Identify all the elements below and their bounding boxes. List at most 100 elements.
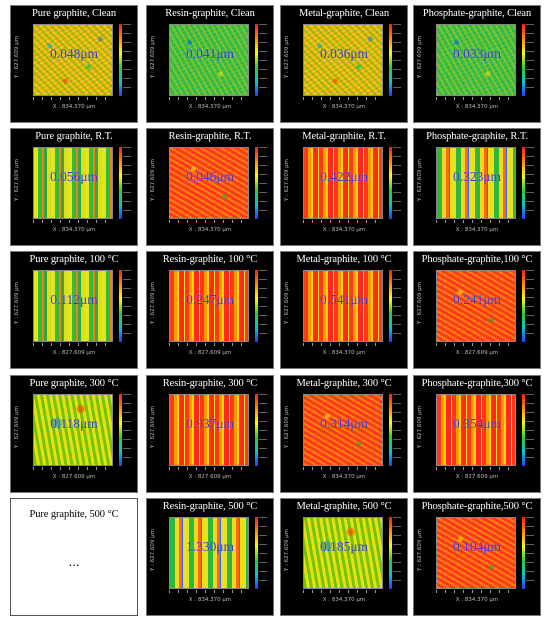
surface-map <box>303 517 383 589</box>
panel-title: Resin-graphite, 300 °C <box>162 378 258 389</box>
surface-map <box>169 270 249 342</box>
color-scale-bar <box>522 270 525 342</box>
color-scale-ticks <box>393 270 401 342</box>
x-axis-label: X : 834.370 μm <box>322 597 366 603</box>
color-scale-bar <box>255 394 258 466</box>
color-scale-bar <box>255 270 258 342</box>
roughness-value: 0.314μm <box>319 416 369 431</box>
x-axis-label: X : 834.370 μm <box>455 104 499 110</box>
color-scale-ticks <box>393 147 401 219</box>
panel-title: Metal-graphite, 500 °C <box>296 501 392 512</box>
x-axis-ticks <box>169 343 249 346</box>
x-axis-ticks <box>303 467 383 470</box>
color-scale-ticks <box>123 394 131 466</box>
panel-resin-rt: Resin-graphite, R.T. Y : 627.609 μm X : … <box>146 128 274 246</box>
roughness-value: 0.241μm <box>452 292 502 307</box>
x-axis-label: X : 834.370 μm <box>322 227 366 233</box>
color-scale-ticks <box>526 147 534 219</box>
panel-title: Resin-graphite, 500 °C <box>162 501 258 512</box>
surface-map <box>33 147 113 219</box>
x-axis-ticks <box>436 97 516 100</box>
color-scale-ticks <box>526 394 534 466</box>
panel-title: Pure graphite, R.T. <box>35 131 113 142</box>
color-scale-ticks <box>526 517 534 589</box>
panel-title: Metal-graphite, 100 °C <box>296 254 392 265</box>
roughness-value: 0.323μm <box>452 169 502 184</box>
panel-title: Resin-graphite, 100 °C <box>162 254 258 265</box>
panel-metal-clean: Metal-graphite, Clean Y : 627.609 μm X :… <box>280 5 408 123</box>
panel-resin-300: Resin-graphite, 300 °C Y : 627.609 μm X … <box>146 375 274 493</box>
panel-title: Phosphate-graphite,500 °C <box>421 501 533 512</box>
color-scale-ticks <box>259 24 267 96</box>
panel-resin-clean: Resin-graphite, Clean Y : 627.609 μm X :… <box>146 5 274 123</box>
panel-phosphate-500: Phosphate-graphite,500 °C Y : 627.609 μm… <box>413 498 541 616</box>
panel-title: Pure graphite, 500 °C <box>29 509 119 520</box>
x-axis-ticks <box>303 343 383 346</box>
roughness-value: 0.046μm <box>185 169 235 184</box>
x-axis-label: X : 834.370 μm <box>322 474 366 480</box>
x-axis-ticks <box>436 220 516 223</box>
color-scale-bar <box>119 270 122 342</box>
x-axis-label: X : 834.370 μm <box>188 227 232 233</box>
color-scale-ticks <box>393 394 401 466</box>
x-axis-ticks <box>33 343 113 346</box>
x-axis-label: X : 827.609 μm <box>52 350 96 356</box>
panel-phosphate-300: Phosphate-graphite,300 °C Y : 627.609 μm… <box>413 375 541 493</box>
color-scale-ticks <box>259 394 267 466</box>
panel-resin-100: Resin-graphite, 100 °C Y : 627.609 μm X … <box>146 251 274 369</box>
surface-map <box>303 394 383 466</box>
x-axis-ticks <box>436 467 516 470</box>
panel-title: Phosphate-graphite, R.T. <box>426 131 528 142</box>
x-axis-ticks <box>436 590 516 593</box>
x-axis-label: X : 834.370 μm <box>188 104 232 110</box>
x-axis-ticks <box>303 220 383 223</box>
roughness-value: 0.104μm <box>452 539 502 554</box>
roughness-value: 0.112μm <box>50 292 98 307</box>
color-scale-bar <box>255 147 258 219</box>
surface-map <box>33 394 113 466</box>
color-scale-bar <box>389 147 392 219</box>
color-scale-bar <box>119 394 122 466</box>
panel-metal-300: Metal-graphite, 300 °C Y : 627.609 μm X … <box>280 375 408 493</box>
panel-title: Metal-graphite, Clean <box>298 8 390 19</box>
roughness-value: 0.937μm <box>185 416 235 431</box>
panel-phosphate-rt: Phosphate-graphite, R.T. Y : 627.609 μm … <box>413 128 541 246</box>
x-axis-ticks <box>169 97 249 100</box>
surface-map <box>436 147 516 219</box>
panel-pure-300: Pure graphite, 300 °C Y : 627.609 μm X :… <box>10 375 138 493</box>
color-scale-bar <box>119 147 122 219</box>
x-axis-ticks <box>169 590 249 593</box>
roughness-value: 0.036μm <box>319 46 369 61</box>
x-axis-label: X : 834.370 μm <box>455 227 499 233</box>
x-axis-ticks <box>169 220 249 223</box>
panel-title: Metal-graphite, R.T. <box>302 131 386 142</box>
color-scale-bar <box>389 270 392 342</box>
panel-resin-500: Resin-graphite, 500 °C Y : 627.609 μm X … <box>146 498 274 616</box>
x-axis-ticks <box>33 467 113 470</box>
panel-title: Phosphate-graphite,300 °C <box>421 378 533 389</box>
panel-pure-rt: Pure graphite, R.T. Y : 627.609 μm X : 8… <box>10 128 138 246</box>
roughness-value: 0.247μm <box>185 292 235 307</box>
x-axis-ticks <box>436 343 516 346</box>
surface-map <box>436 517 516 589</box>
roughness-value: 0.422μm <box>319 169 369 184</box>
surface-map <box>436 394 516 466</box>
panel-pure-clean: Pure graphite, Clean Y : 627.609 μm X : … <box>10 5 138 123</box>
x-axis-ticks <box>303 590 383 593</box>
color-scale-bar <box>255 24 258 96</box>
color-scale-bar <box>389 517 392 589</box>
color-scale-ticks <box>393 517 401 589</box>
color-scale-ticks <box>526 270 534 342</box>
color-scale-ticks <box>259 270 267 342</box>
roughness-value: 0.118μm <box>50 416 98 431</box>
surface-map <box>169 24 249 96</box>
roughness-value: 0.048μm <box>49 46 99 61</box>
roughness-value: 1.330μm <box>185 539 235 554</box>
x-axis-label: X : 827.609 μm <box>188 474 232 480</box>
panel-title: Phosphate-graphite, Clean <box>422 8 532 19</box>
panel-title: Metal-graphite, 300 °C <box>296 378 392 389</box>
color-scale-ticks <box>123 270 131 342</box>
panel-phosphate-clean: Phosphate-graphite, Clean Y : 627.609 μm… <box>413 5 541 123</box>
surface-map <box>169 517 249 589</box>
x-axis-label: X : 834.370 μm <box>322 104 366 110</box>
